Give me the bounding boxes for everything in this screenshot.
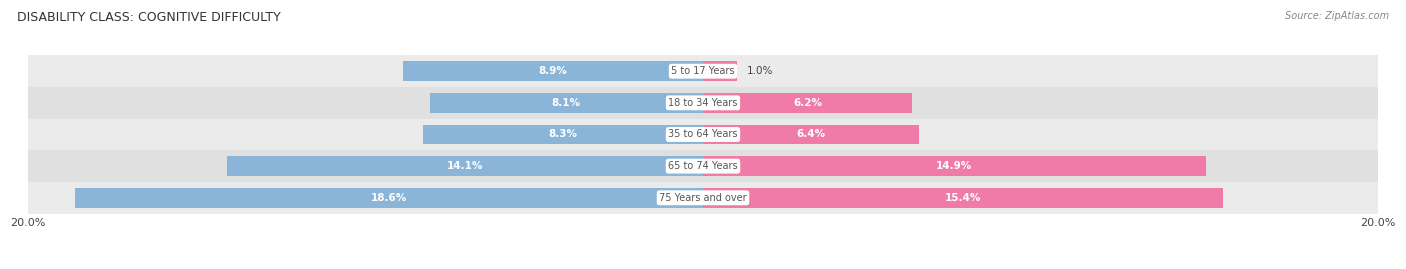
- Bar: [28, 150, 1378, 182]
- Text: 6.4%: 6.4%: [796, 129, 825, 140]
- Text: 18.6%: 18.6%: [371, 193, 408, 203]
- Text: 8.9%: 8.9%: [538, 66, 567, 76]
- Text: DISABILITY CLASS: COGNITIVE DIFFICULTY: DISABILITY CLASS: COGNITIVE DIFFICULTY: [17, 11, 281, 24]
- Bar: [703, 188, 1223, 208]
- Text: 15.4%: 15.4%: [945, 193, 981, 203]
- Text: 75 Years and over: 75 Years and over: [659, 193, 747, 203]
- Text: 8.3%: 8.3%: [548, 129, 578, 140]
- Bar: [28, 87, 1378, 119]
- Bar: [402, 61, 703, 81]
- Text: 14.1%: 14.1%: [447, 161, 484, 171]
- Text: 35 to 64 Years: 35 to 64 Years: [668, 129, 738, 140]
- Text: 14.9%: 14.9%: [936, 161, 973, 171]
- Text: 1.0%: 1.0%: [747, 66, 773, 76]
- Bar: [76, 188, 703, 208]
- Text: 5 to 17 Years: 5 to 17 Years: [671, 66, 735, 76]
- Bar: [228, 156, 703, 176]
- Text: 65 to 74 Years: 65 to 74 Years: [668, 161, 738, 171]
- Bar: [703, 61, 737, 81]
- Bar: [28, 55, 1378, 87]
- Text: 6.2%: 6.2%: [793, 98, 823, 108]
- Bar: [28, 182, 1378, 214]
- Bar: [703, 125, 920, 144]
- Bar: [423, 125, 703, 144]
- Bar: [703, 93, 912, 113]
- Bar: [430, 93, 703, 113]
- Text: Source: ZipAtlas.com: Source: ZipAtlas.com: [1285, 11, 1389, 21]
- Bar: [703, 156, 1206, 176]
- Text: 18 to 34 Years: 18 to 34 Years: [668, 98, 738, 108]
- Text: 8.1%: 8.1%: [551, 98, 581, 108]
- Bar: [28, 119, 1378, 150]
